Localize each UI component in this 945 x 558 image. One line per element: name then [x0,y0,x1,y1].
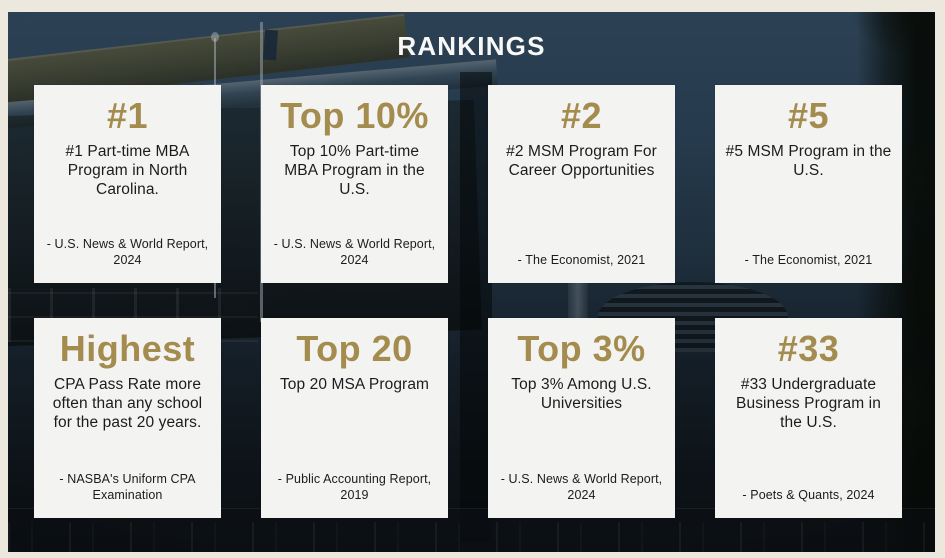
ranking-source: - Public Accounting Report, 2019 [277,471,432,502]
ranking-card: Top 20 Top 20 MSA Program - Public Accou… [261,318,448,518]
ranking-card: #5 #5 MSM Program in the U.S. - The Econ… [715,85,902,283]
ranking-source: - U.S. News & World Report, 2024 [273,236,436,267]
ranking-source: - The Economist, 2021 [517,252,646,267]
ranking-card: Top 10% Top 10% Part-time MBA Program in… [261,85,448,283]
patio-furniture [8,522,935,552]
ranking-card: #2 #2 MSM Program For Career Opportuniti… [488,85,675,283]
ranking-card: Top 3% Top 3% Among U.S. Universities - … [488,318,675,518]
ranking-headline: Highest [59,328,196,369]
ranking-headline: #2 [560,95,603,136]
ranking-source: - The Economist, 2021 [744,252,873,267]
ranking-description: #1 Part-time MBA Program in North Caroli… [65,142,190,198]
ranking-source: - Poets & Quants, 2024 [742,487,875,502]
ranking-description: #5 MSM Program in the U.S. [725,142,892,179]
ranking-headline: Top 3% [517,328,646,369]
rankings-grid: #1 #1 Part-time MBA Program in North Car… [34,85,902,518]
ranking-description: #2 MSM Program For Career Opportunities [506,142,657,179]
ranking-description: Top 3% Among U.S. Universities [511,375,652,412]
ranking-description: CPA Pass Rate more often than any school… [52,375,203,431]
ranking-headline: Top 20 [296,328,413,369]
ranking-source: - U.S. News & World Report, 2024 [46,236,209,267]
ranking-card: #33 #33 Undergraduate Business Program i… [715,318,902,518]
ranking-description: Top 10% Part-time MBA Program in the U.S… [284,142,425,198]
ranking-headline: #1 [106,95,149,136]
ranking-headline: Top 10% [280,95,429,136]
ranking-description: Top 20 MSA Program [279,375,430,393]
ranking-description: #33 Undergraduate Business Program in th… [736,375,881,431]
ranking-headline: #5 [787,95,830,136]
ranking-headline: #33 [777,328,840,369]
ranking-source: - NASBA's Uniform CPA Examination [59,471,196,502]
slide-title: RANKINGS [397,31,546,61]
ranking-card: #1 #1 Part-time MBA Program in North Car… [34,85,221,283]
ranking-source: - U.S. News & World Report, 2024 [500,471,663,502]
ranking-card: Highest CPA Pass Rate more often than an… [34,318,221,518]
rankings-slide: RANKINGS #1 #1 Part-time MBA Program in … [8,12,935,552]
